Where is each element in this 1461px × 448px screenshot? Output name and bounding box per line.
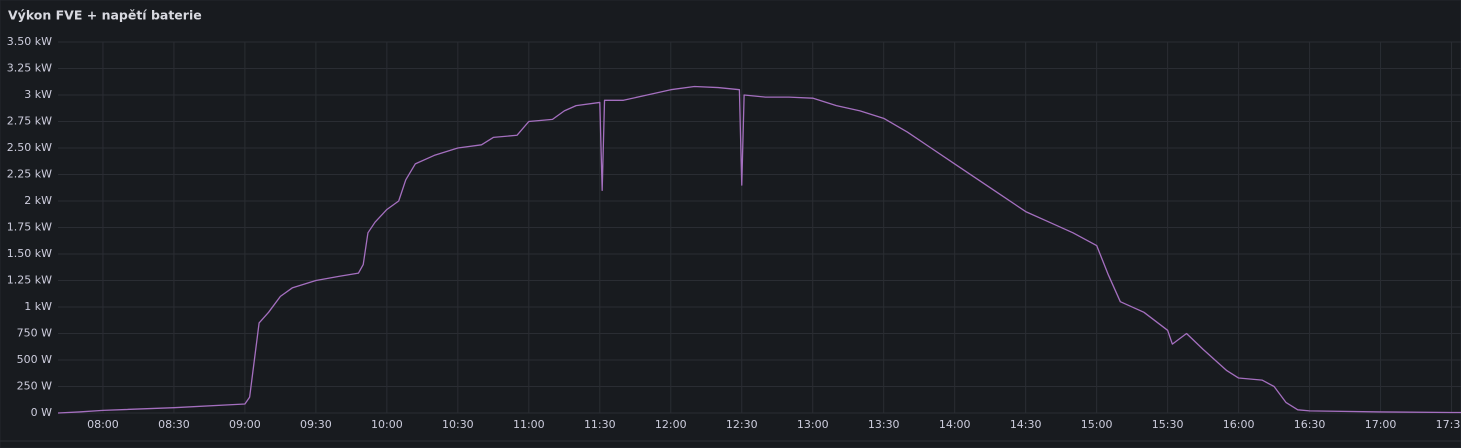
x-tick-label: 11:30	[584, 418, 616, 431]
y-tick-label: 2.50 kW	[7, 141, 52, 154]
y-tick-label: 250 W	[17, 380, 52, 393]
x-tick-label: 10:00	[371, 418, 403, 431]
x-tick-label: 15:30	[1152, 418, 1184, 431]
x-tick-label: 13:30	[868, 418, 900, 431]
x-tick-label: 08:00	[87, 418, 119, 431]
x-tick-label: 12:30	[726, 418, 758, 431]
series-line	[57, 85, 1461, 414]
y-tick-label: 1.75 kW	[7, 221, 52, 234]
y-tick-label: 2 kW	[24, 194, 52, 207]
y-tick-label: 0 W	[31, 406, 52, 419]
y-tick-label: 1.50 kW	[7, 247, 52, 260]
y-tick-label: 3.25 kW	[7, 62, 52, 75]
x-tick-label: 12:00	[655, 418, 687, 431]
panel-title: Výkon FVE + napětí baterie	[8, 8, 202, 23]
y-tick-label: 2.25 kW	[7, 168, 52, 181]
x-tick-label: 11:00	[513, 418, 545, 431]
x-tick-label: 10:30	[442, 418, 474, 431]
x-tick-label: 15:00	[1081, 418, 1113, 431]
x-tick-label: 09:30	[300, 418, 332, 431]
x-tick-label: 17:00	[1365, 418, 1397, 431]
y-tick-label: 500 W	[17, 353, 52, 366]
x-tick-label: 13:00	[797, 418, 829, 431]
y-tick-label: 3.50 kW	[7, 35, 52, 48]
x-tick-label: 16:00	[1223, 418, 1255, 431]
y-tick-label: 750 W	[17, 327, 52, 340]
x-tick-label: 16:30	[1294, 418, 1326, 431]
x-tick-label: 14:30	[1010, 418, 1042, 431]
x-tick-label: 17:30	[1436, 418, 1461, 431]
x-tick-label: 14:00	[939, 418, 971, 431]
x-tick-label: 09:00	[229, 418, 261, 431]
y-tick-label: 3 kW	[24, 88, 52, 101]
y-tick-label: 2.75 kW	[7, 115, 52, 128]
y-tick-label: 1 kW	[24, 300, 52, 313]
y-tick-label: 1.25 kW	[7, 274, 52, 287]
x-tick-label: 08:30	[158, 418, 190, 431]
